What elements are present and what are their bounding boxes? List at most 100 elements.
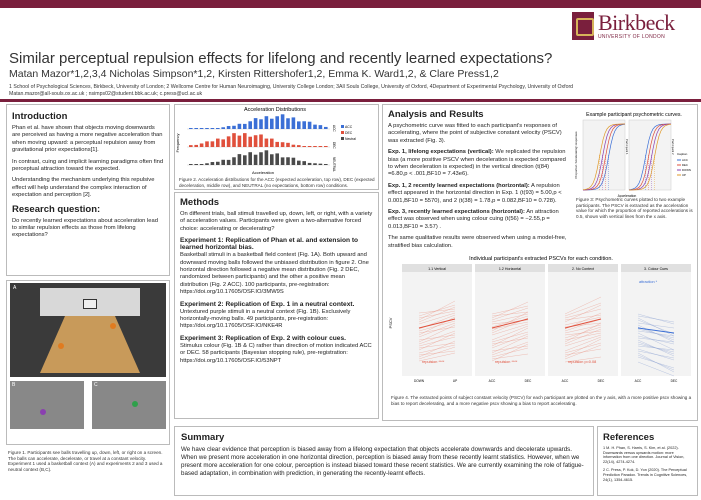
pscv-mean-line bbox=[564, 318, 602, 329]
hist-title: Acceleration Distributions bbox=[244, 107, 306, 113]
pscv-panel-strip bbox=[621, 264, 691, 272]
pscv-panel-strip bbox=[548, 264, 618, 272]
panel-acc: ACC bbox=[332, 125, 336, 132]
hist-bar bbox=[286, 157, 290, 165]
pscv-participant-line bbox=[564, 356, 602, 363]
pscv-participant-line bbox=[491, 321, 529, 330]
hist-bar bbox=[297, 160, 301, 165]
hist-bar bbox=[324, 164, 328, 165]
emails: Matan.mazor@all-souls.ox.ac.uk ; nsimps0… bbox=[9, 91, 203, 97]
hist-bar bbox=[205, 163, 209, 165]
analysis-p1: A psychometric curve was fitted to each … bbox=[388, 123, 562, 144]
pscv-participant-line bbox=[491, 325, 529, 341]
hist-bar bbox=[302, 146, 306, 147]
exp12-result: A repulsion effect appeared in the horiz… bbox=[388, 182, 562, 204]
hist-bar bbox=[226, 159, 231, 165]
figure1-caption: Figure 1. Participants see balls travell… bbox=[8, 450, 163, 472]
pscv-participant-line bbox=[564, 302, 602, 317]
pscv-participant-line bbox=[418, 304, 456, 317]
hist-bar bbox=[270, 138, 274, 147]
hist-ylabel: Frequency bbox=[175, 134, 180, 153]
ref-1: 1 M. H. Phan, S. Harris, S. Kim, et al. … bbox=[603, 446, 685, 464]
intro-panel: Introduction Phan et al. have shown that… bbox=[6, 104, 170, 276]
histogram-svg: Acceleration Distributions Frequency Acc… bbox=[175, 107, 356, 175]
hist-bar bbox=[259, 134, 263, 147]
hist-bar bbox=[205, 128, 209, 129]
hist-bar bbox=[291, 117, 296, 129]
pscv-participant-line bbox=[491, 353, 529, 360]
pscv-participant-line bbox=[418, 336, 456, 347]
hist-bar bbox=[318, 163, 323, 165]
pscv-participant-line bbox=[637, 361, 675, 377]
hist-bar bbox=[221, 139, 225, 147]
figure3-caption: Figure 3: Psychometric curves plotted to… bbox=[576, 197, 693, 219]
hist-bar bbox=[205, 141, 209, 147]
refs-heading: References bbox=[603, 432, 655, 443]
hist-bar bbox=[307, 146, 312, 147]
analysis-heading: Analysis and Results bbox=[388, 109, 484, 120]
fig3-ylabel: Proportion 'Accelerating' responses bbox=[574, 131, 578, 179]
hist-bar bbox=[307, 162, 312, 165]
hist-bar bbox=[221, 159, 225, 165]
psychometric-curve bbox=[629, 123, 672, 191]
pscv-panel-title: 1.1 Vertical bbox=[428, 267, 446, 271]
top-bar bbox=[0, 0, 701, 8]
hist-bar bbox=[243, 155, 247, 165]
psychometric-figure: Example participant psychometric curves.… bbox=[574, 112, 691, 198]
exp2-text: Untextured purple stimuli in a neutral c… bbox=[180, 308, 351, 330]
pscv-tick-label: DEC bbox=[671, 379, 678, 383]
hist-bar bbox=[280, 142, 285, 147]
fig3-title: Example participant psychometric curves. bbox=[586, 112, 682, 118]
psychometric-curve bbox=[582, 123, 626, 191]
pscv-participant-line bbox=[564, 332, 602, 341]
label-c: C bbox=[94, 382, 98, 388]
pscv-participant-line bbox=[637, 335, 675, 345]
analysis-p2: The same qualitative results were observ… bbox=[388, 235, 567, 249]
poster-header: Birkbeck UNIVERSITY OF LONDON bbox=[0, 0, 701, 50]
hist-bar bbox=[221, 127, 225, 129]
hist-bar bbox=[243, 123, 247, 129]
legend-acc-swatch bbox=[341, 125, 344, 128]
pscv-tick-label: DOWN bbox=[414, 379, 425, 383]
exp1-heading: Experiment 1: Replication of Phan et al.… bbox=[180, 237, 359, 252]
pscv-participant-line bbox=[418, 310, 456, 319]
pscv-participant-line bbox=[564, 326, 602, 339]
fig4-title: Individual participant's extracted PSCVs… bbox=[469, 256, 613, 262]
basketball-scene: A bbox=[10, 283, 166, 377]
pscv-tick-label: UP bbox=[453, 379, 457, 383]
birkbeck-logo: Birkbeck UNIVERSITY OF LONDON bbox=[572, 9, 692, 43]
pscv-participant-line bbox=[491, 323, 529, 336]
pscv-effect-label: attraction * bbox=[639, 280, 658, 284]
pscv-participant-line bbox=[637, 322, 675, 329]
intro-p1: Phan et al. have shown that objects movi… bbox=[12, 125, 163, 154]
hist-bar bbox=[194, 128, 198, 129]
hist-bar bbox=[237, 154, 242, 165]
fig3-panel-1 bbox=[582, 119, 626, 191]
fig3-legend-up: UP bbox=[682, 173, 686, 177]
ref-2: 2 C. Press, P. Kok, D. Yon (2020). The P… bbox=[603, 468, 688, 482]
pscv-panel-title: 1.2 Horizontal bbox=[499, 267, 521, 271]
pscv-effect-label: repulsion **** bbox=[495, 360, 518, 364]
hist-bar bbox=[189, 145, 193, 147]
intro-p2: In contrast, cuing and implicit learning… bbox=[12, 158, 164, 173]
hist-bar bbox=[291, 144, 296, 147]
hist-bar bbox=[275, 153, 279, 165]
hist-bar bbox=[237, 123, 242, 129]
header-rule bbox=[0, 99, 701, 102]
pscv-panel bbox=[621, 272, 691, 376]
hist-bar bbox=[226, 136, 231, 147]
pscv-panel-strip bbox=[475, 264, 545, 272]
exp2-heading: Experiment 2: Replication of Exp. 1 in a… bbox=[180, 300, 355, 308]
fig3-panel-2 bbox=[628, 119, 672, 191]
pscv-tick-label: ACC bbox=[562, 379, 569, 383]
hist-bar bbox=[189, 164, 193, 165]
hist-bar bbox=[248, 152, 252, 165]
hist-bar bbox=[237, 135, 242, 147]
pscv-participant-line bbox=[418, 312, 456, 325]
references-panel: References 1 M. H. Phan, S. Harris, S. K… bbox=[597, 426, 698, 496]
hist-xlabel: Acceleration bbox=[252, 170, 274, 175]
pscv-participant-line bbox=[637, 317, 675, 337]
hist-bar bbox=[291, 157, 296, 165]
exp3-heading: Experiment 3: Replication of Exp. 2 with… bbox=[180, 334, 346, 342]
hist-bar bbox=[232, 157, 236, 165]
